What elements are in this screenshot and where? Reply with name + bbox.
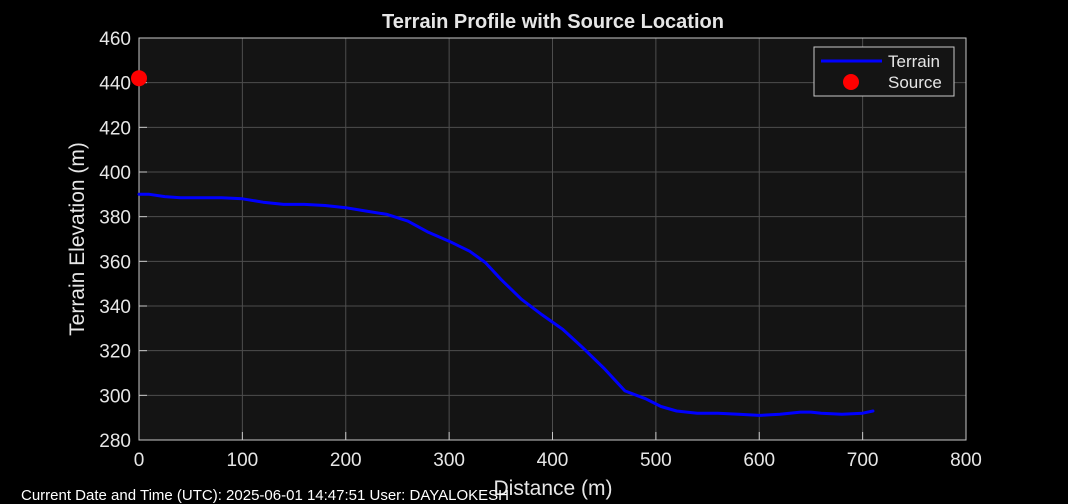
terrain-series-line xyxy=(137,192,875,417)
legend-source-label: Source xyxy=(888,73,942,92)
source-point xyxy=(131,70,147,87)
legend-source-swatch xyxy=(843,74,859,90)
y-tick-label: 360 xyxy=(99,252,131,273)
x-tick-label: 100 xyxy=(227,450,259,471)
y-tick-label: 440 xyxy=(99,74,131,95)
x-tick-label: 600 xyxy=(743,450,775,471)
footer-timestamp: Current Date and Time (UTC): 2025-06-01 … xyxy=(21,487,509,504)
x-tick-label: 800 xyxy=(950,450,982,471)
y-tick-label: 300 xyxy=(99,386,131,407)
x-tick-label: 400 xyxy=(537,450,569,471)
x-tick-label: 200 xyxy=(330,450,362,471)
data-series xyxy=(131,70,875,417)
x-tick-label: 0 xyxy=(134,450,145,471)
y-tick-label: 380 xyxy=(99,208,131,229)
x-axis-label: Distance (m) xyxy=(493,477,612,500)
legend: Terrain Source xyxy=(813,46,955,97)
chart-title: Terrain Profile with Source Location xyxy=(382,11,724,33)
y-tick-label: 400 xyxy=(99,163,131,184)
y-tick-label: 460 xyxy=(99,29,131,50)
y-tick-label: 280 xyxy=(99,431,131,452)
y-axis-label: Terrain Elevation (m) xyxy=(66,142,89,336)
y-tick-label: 420 xyxy=(99,118,131,139)
x-tick-label: 700 xyxy=(847,450,879,471)
x-tick-label: 500 xyxy=(640,450,672,471)
y-tick-label: 320 xyxy=(99,342,131,363)
legend-terrain-label: Terrain xyxy=(888,52,940,71)
x-tick-label: 300 xyxy=(433,450,465,471)
y-tick-label: 340 xyxy=(99,297,131,318)
legend-box xyxy=(813,46,955,97)
axis-ticks: 0 100 200 300 400 500 600 700 800 280 300 320 340 360… xyxy=(99,29,982,471)
